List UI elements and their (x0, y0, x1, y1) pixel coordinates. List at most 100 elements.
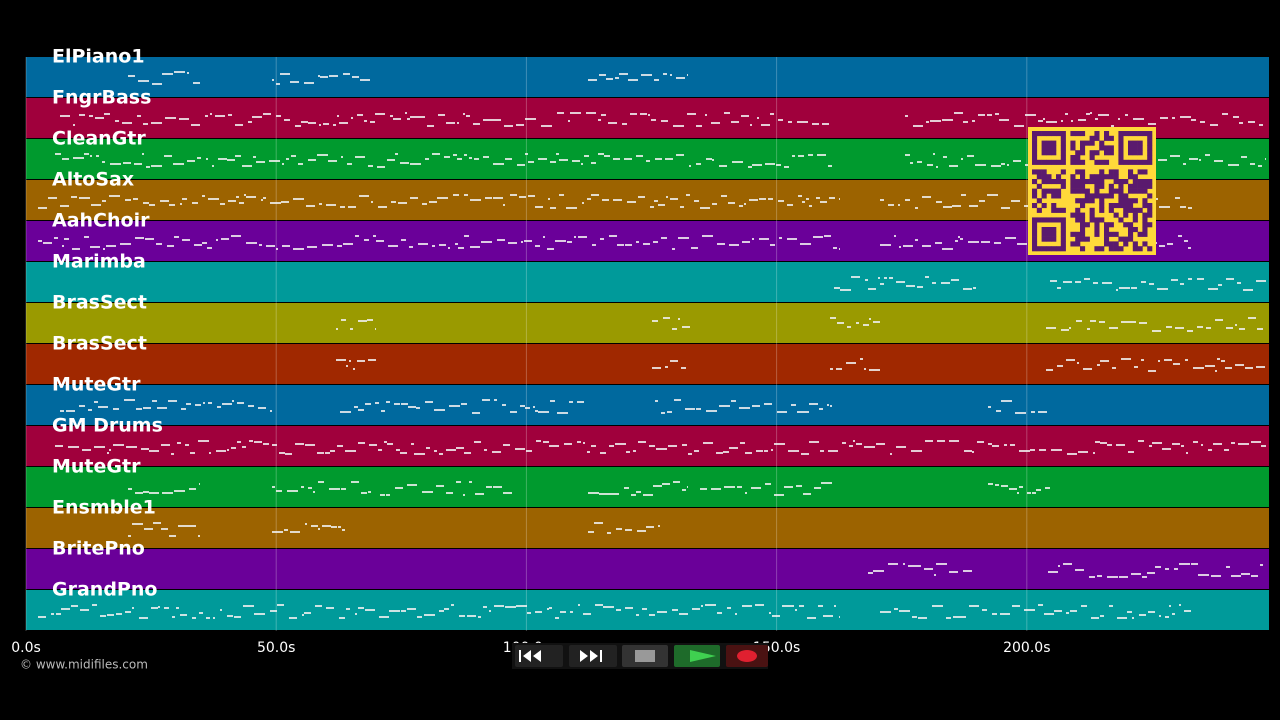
forward-icon (580, 650, 598, 662)
note (1170, 155, 1180, 157)
note (889, 277, 893, 279)
note (1112, 367, 1116, 369)
note (1188, 247, 1191, 249)
note (1131, 287, 1137, 289)
qr-cell (1089, 155, 1095, 161)
qr-cell (1123, 236, 1129, 242)
qr-cell (1080, 231, 1086, 237)
note (742, 605, 752, 607)
note (797, 121, 808, 123)
note (474, 158, 479, 160)
note (686, 194, 690, 196)
note (216, 450, 226, 452)
note (1193, 367, 1204, 369)
note (390, 115, 393, 117)
note (340, 206, 345, 208)
note (742, 241, 750, 243)
note (829, 197, 835, 199)
qr-cell (1108, 135, 1114, 141)
note (890, 453, 892, 455)
note (115, 120, 119, 122)
qr-cell (1051, 150, 1057, 156)
note (456, 447, 464, 449)
qr-cell (1041, 140, 1047, 146)
note (493, 486, 502, 488)
qr-cell (1147, 183, 1153, 189)
note (638, 196, 645, 198)
note (318, 481, 324, 483)
note (839, 248, 840, 250)
note (109, 195, 120, 197)
note (681, 367, 686, 369)
qr-cell (1046, 145, 1052, 151)
qr-cell (1051, 131, 1057, 137)
note (656, 448, 667, 450)
track-row (26, 467, 1269, 507)
note (716, 452, 723, 454)
qr-cell (1041, 131, 1047, 137)
note (1251, 441, 1261, 443)
note (526, 450, 532, 452)
rewind-icon (523, 650, 541, 662)
note (270, 410, 272, 412)
note (700, 488, 707, 490)
qr-cell (1113, 174, 1119, 180)
note (791, 404, 796, 406)
note (380, 494, 385, 496)
note (1087, 328, 1090, 330)
note (702, 235, 713, 237)
note (795, 609, 797, 611)
note (505, 158, 512, 160)
note (663, 317, 670, 319)
qr-cell (1099, 203, 1105, 209)
note (788, 605, 794, 607)
note (906, 285, 915, 287)
track-name: CleanGtr (52, 128, 146, 150)
note (427, 125, 434, 127)
forward-button[interactable] (569, 645, 617, 667)
note (662, 483, 670, 485)
note (1095, 441, 1100, 443)
note (1001, 163, 1005, 165)
note (557, 112, 564, 114)
note (291, 155, 296, 157)
note (409, 246, 413, 248)
note (812, 123, 819, 125)
record-button[interactable] (726, 645, 768, 667)
note (1065, 113, 1068, 115)
note (595, 604, 603, 606)
note (599, 74, 606, 76)
play-button[interactable] (674, 645, 720, 667)
note (600, 238, 604, 240)
qr-cell (1113, 231, 1119, 237)
note (378, 449, 382, 451)
note (276, 115, 281, 117)
note (336, 359, 346, 361)
track-labels: ElPiano1 FngrBass CleanGtr AltoSax AahChoir M… (52, 46, 163, 601)
note (1019, 450, 1030, 452)
qr-cell (1118, 236, 1124, 242)
note (269, 160, 274, 162)
note (549, 445, 559, 447)
rewind-button[interactable] (515, 645, 563, 667)
qr-cell (1099, 207, 1105, 213)
note (1090, 112, 1092, 114)
track-name: FngrBass (52, 87, 151, 109)
note (162, 492, 173, 494)
note (342, 529, 345, 531)
note (408, 406, 416, 408)
qr-cell (1080, 145, 1086, 151)
note (84, 236, 89, 238)
note (880, 283, 884, 285)
note (231, 447, 236, 449)
note (528, 161, 534, 163)
note (161, 444, 170, 446)
note (1158, 360, 1160, 362)
qr-cell (1075, 241, 1081, 247)
qr-cell (1108, 183, 1114, 189)
qr-cell (1084, 188, 1090, 194)
stop-button[interactable] (622, 645, 668, 667)
qr-cell (1113, 188, 1119, 194)
qr-cell (1132, 174, 1138, 180)
note (1043, 118, 1045, 120)
